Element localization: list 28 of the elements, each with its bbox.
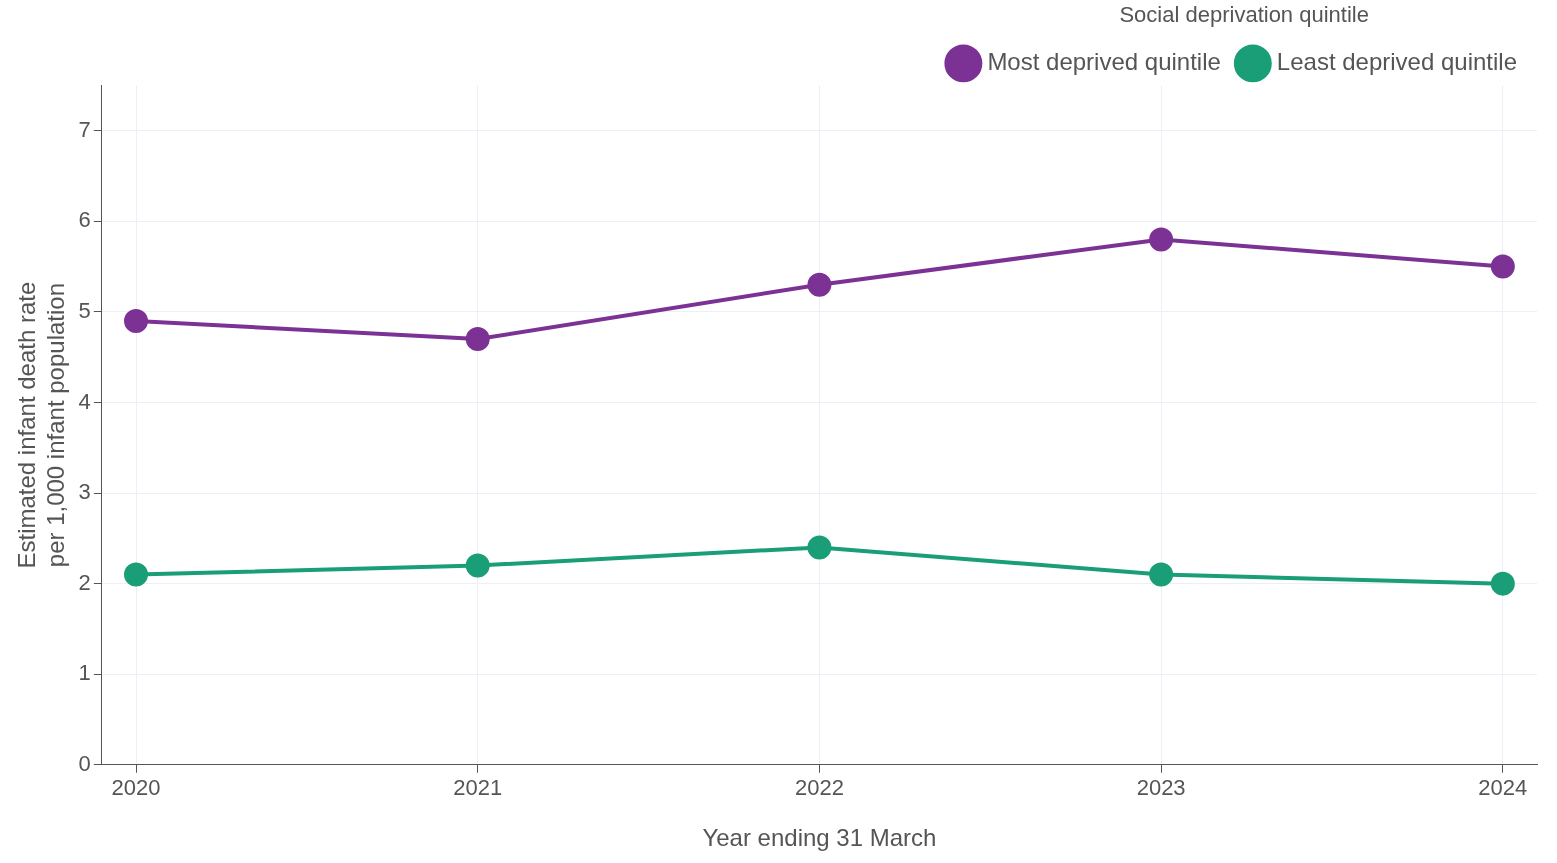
legend-title: Social deprivation quintile <box>1119 2 1369 28</box>
point <box>807 272 832 297</box>
x-axis-title: Year ending 31 March <box>702 824 937 852</box>
x-tick-label: 2020 <box>111 775 161 801</box>
x-tick-label: 2022 <box>794 775 844 801</box>
point <box>807 535 832 560</box>
point <box>1490 254 1515 279</box>
point <box>1490 571 1515 596</box>
y-tick-label: 0 <box>78 750 91 776</box>
point <box>465 327 490 352</box>
x-tick-label: 2023 <box>1136 775 1186 801</box>
y-tick-label: 7 <box>78 116 91 142</box>
point <box>124 308 149 333</box>
legend-label: Least deprived quintile <box>1276 48 1518 76</box>
y-tick-label: 2 <box>78 569 91 595</box>
y-tick-label: 5 <box>78 297 91 323</box>
y-tick-label: 4 <box>78 388 91 414</box>
point <box>1149 227 1174 252</box>
y-tick-label: 3 <box>78 479 91 505</box>
x-tick-label: 2024 <box>1478 775 1528 801</box>
legend-label: Most deprived quintile <box>987 48 1221 76</box>
y-axis-title: Estimated infant death rate per 1,000 infant population <box>13 281 69 569</box>
point <box>1149 562 1174 587</box>
y-tick-label: 1 <box>78 660 91 686</box>
y-tick-label: 6 <box>78 207 91 233</box>
x-tick-label: 2021 <box>453 775 503 801</box>
point <box>465 553 490 578</box>
point <box>124 562 149 587</box>
